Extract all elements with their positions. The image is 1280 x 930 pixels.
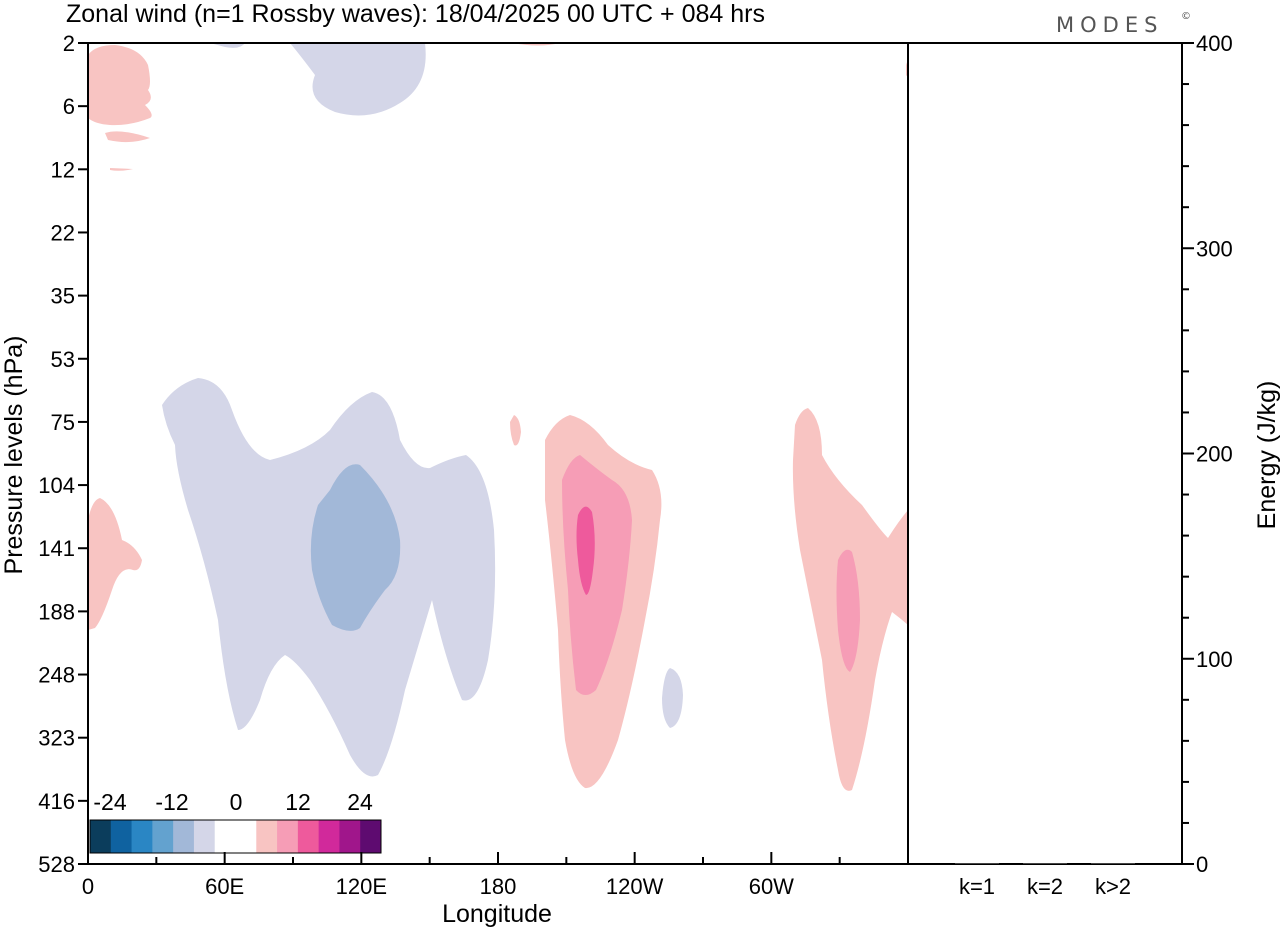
contour-positive-weak-topleft [88,45,152,126]
pressure-tick-label-53: 53 [51,347,75,372]
pressure-tick-label-75: 75 [51,410,75,435]
energy-tick-label-0: 0 [1196,852,1208,877]
colorbar-label-5: 24 [347,789,373,815]
x-axis-label: Longitude [442,900,552,928]
pressure-tick-label-35: 35 [51,284,75,309]
energy-axis: 0 100 200 300 400 [1182,31,1233,877]
colorbar-swatch-7 [235,820,257,853]
pressure-tick-label-323: 323 [38,726,75,751]
energy-bar-k>2 [1091,863,1135,864]
colorbar-swatch-12 [339,820,361,853]
energy-bar-label-k=1: k=1 [959,874,995,899]
pressure-tick-label-12: 12 [51,157,75,182]
colorbar-swatch-6 [214,820,236,853]
colorbar: -24 -12 0 12 24 [88,785,382,865]
contour-positive-moderate-right [836,549,860,672]
energy-tick-label-300: 300 [1196,236,1233,261]
pressure-tick-label-6: 6 [63,94,75,119]
contour-negative-weak-small [662,668,683,728]
colorbar-swatch-13 [360,820,382,853]
colorbar-swatch-3 [152,820,174,853]
pressure-tick-label-141: 141 [38,536,75,561]
longitude-tick-label-120E: 120E [336,874,387,899]
colorbar-swatch-0 [90,820,112,853]
energy-tick-label-200: 200 [1196,442,1233,467]
brand-logo-text: MODES [1056,13,1163,37]
longitude-tick-label-60E: 60E [205,874,244,899]
colorbar-label-3: 0 [230,789,243,815]
colorbar-swatch-11 [318,820,340,853]
energy-tick-label-100: 100 [1196,647,1233,672]
colorbar-swatch-9 [277,820,299,853]
contour-negative-weak-top [210,43,426,116]
energy-bar-label-k=2: k=2 [1027,874,1063,899]
colorbar-swatch-4 [173,820,195,853]
contour-positive-weak-topleft-2 [105,131,150,143]
colorbar-swatch-8 [256,820,278,853]
longitude-tick-label-0: 0 [82,874,94,899]
colorbar-label-2: -12 [155,789,188,815]
pressure-axis: 2 6 12 22 35 53 75 104 141 188 248 323 416 528 [38,31,88,877]
energy-bar-k=2 [1023,863,1067,864]
longitude-tick-label-120W: 120W [606,874,664,899]
energy-bars: k=1 k=2 k>2 [955,863,1135,899]
contour-positive-weak-leftedge [88,498,142,630]
contour-positive-weak-tiny [510,415,521,446]
longitude-tick-label-60W: 60W [749,874,794,899]
pressure-tick-label-416: 416 [38,789,75,814]
longitude-tick-label-180: 180 [480,874,517,899]
contour-field [88,43,908,791]
colorbar-swatch-1 [110,820,133,853]
chart-title: Zonal wind (n=1 Rossby waves): 18/04/202… [66,0,765,28]
brand-registered-mark: © [1181,11,1191,22]
colorbar-swatch-5 [193,820,216,853]
colorbar-label-1: -24 [93,789,126,815]
longitude-axis: 0 60E 120E 180 120W 60W [82,852,909,899]
pressure-tick-label-528: 528 [38,852,75,877]
colorbar-swatch-10 [297,820,320,853]
y-axis-label-left: Pressure levels (hPa) [0,336,28,575]
energy-bar-label-k>2: k>2 [1095,874,1131,899]
pressure-tick-label-104: 104 [38,473,75,498]
contour-positive-strong-center [576,506,595,595]
colorbar-swatches [90,820,382,853]
y-axis-label-right: Energy (J/kg) [1253,381,1280,530]
energy-bar-k=1 [955,863,999,864]
colorbar-label-4: 12 [285,789,311,815]
colorbar-swatch-2 [131,820,153,853]
energy-tick-label-400: 400 [1196,31,1233,56]
pressure-tick-label-248: 248 [38,663,75,688]
colorbar-frame [89,819,382,854]
contour-positive-weak-topleft-3 [110,168,133,171]
pressure-tick-label-2: 2 [63,31,75,56]
pressure-tick-label-188: 188 [38,599,75,624]
pressure-tick-label-22: 22 [51,220,75,245]
contour-negative-moderate [310,464,401,631]
